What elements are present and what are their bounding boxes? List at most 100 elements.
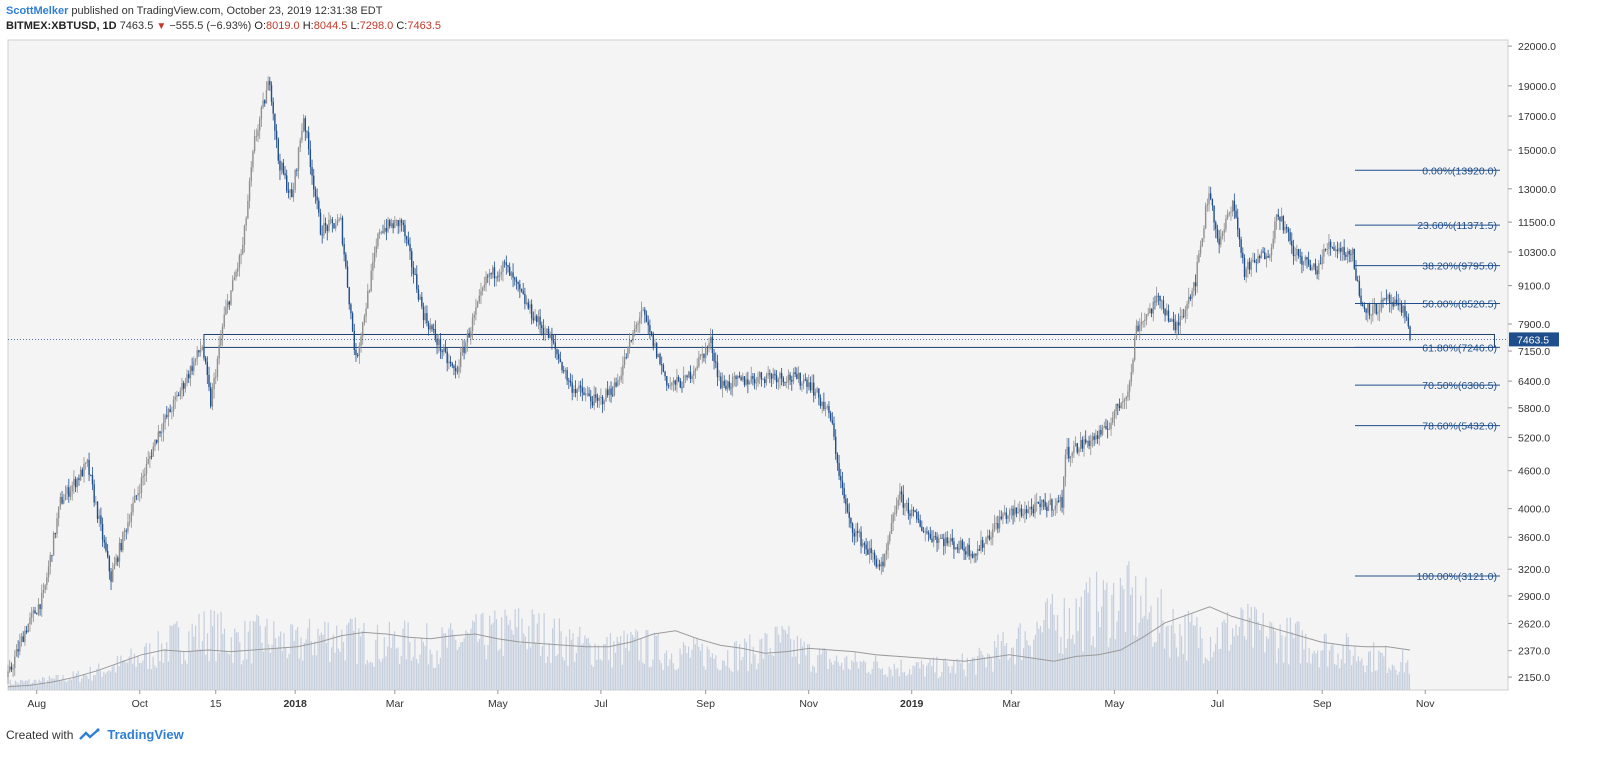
volume-bar (810, 671, 812, 690)
volume-bar (1002, 632, 1004, 690)
y-tick-label: 4600.0 (1518, 466, 1550, 478)
volume-bar (497, 650, 499, 690)
candle-body (193, 361, 195, 372)
candle-body (176, 395, 178, 397)
candle-body (1128, 381, 1131, 392)
volume-bar (832, 664, 834, 690)
candle-body (1237, 217, 1239, 230)
candle-body (519, 284, 521, 289)
candle-body (414, 273, 416, 275)
candle-body (41, 592, 43, 610)
candle-body (882, 561, 884, 567)
volume-bar (1407, 660, 1409, 690)
tradingview-brand[interactable]: TradingView (107, 727, 184, 742)
volume-bar (329, 661, 331, 690)
volume-bar (1111, 594, 1113, 690)
volume-bar (1104, 590, 1106, 690)
volume-bar (740, 660, 742, 690)
volume-bar (1033, 639, 1035, 690)
candle-body (730, 387, 732, 389)
volume-bar (337, 648, 339, 690)
candle-body (789, 374, 791, 381)
volume-bar (307, 628, 309, 690)
volume-bar (501, 617, 503, 690)
volume-bar (60, 680, 62, 690)
volume-bar (1364, 672, 1366, 690)
candle-body (569, 380, 572, 383)
volume-bar (822, 647, 824, 690)
volume-bar (103, 671, 105, 690)
candle-body (1101, 427, 1104, 435)
volume-bar (431, 654, 433, 690)
volume-bar (1109, 638, 1111, 690)
volume-bar (978, 647, 980, 690)
candle-body (1267, 255, 1269, 258)
candle-body (198, 350, 200, 353)
candle-body (1264, 252, 1266, 259)
candle-body (476, 301, 479, 308)
candle-body (1068, 446, 1070, 459)
candle-body (593, 394, 595, 406)
candle-body (1331, 246, 1334, 248)
volume-bar (1320, 650, 1322, 690)
candle-body (201, 347, 203, 350)
volume-bar (604, 644, 606, 690)
volume-bar (1381, 652, 1383, 690)
volume-bar (1153, 642, 1155, 690)
volume-bar (1323, 633, 1325, 690)
volume-bar (382, 658, 384, 690)
volume-bar (470, 628, 472, 690)
candle-body (1340, 248, 1342, 252)
volume-bar (427, 664, 430, 690)
candle-body (564, 370, 567, 372)
candle-body (1078, 448, 1080, 453)
volume-bar (1194, 625, 1196, 690)
volume-bar (647, 630, 649, 690)
price-axis[interactable]: 22000.019000.017000.015000.013000.011500… (1508, 41, 1559, 684)
candle-body (108, 556, 111, 572)
volume-bar (300, 637, 302, 690)
volume-bar (334, 652, 336, 690)
fib-level-label: 78.60%(5432.0) (1422, 421, 1497, 433)
candle-body (1309, 264, 1312, 271)
time-axis[interactable]: Aug Oct 15 2018 Mar May Jul Sep Nov 2019 Mar May Jul… (27, 690, 1435, 710)
x-tick-label: Mar (1002, 698, 1021, 710)
candle-body (218, 345, 220, 359)
candle-body (255, 136, 258, 137)
volume-bar (1140, 595, 1142, 690)
volume-bar (1005, 643, 1008, 690)
volume-bar (968, 663, 970, 690)
volume-bar (1315, 653, 1317, 690)
candle-body (88, 459, 90, 475)
candle-body (1133, 337, 1136, 360)
candle-body (353, 330, 355, 350)
candle-body (595, 394, 597, 398)
volume-bar (536, 623, 538, 690)
candle-body (350, 304, 352, 314)
volume-bar (167, 661, 169, 690)
volume-bar (169, 625, 171, 690)
candle-body (760, 372, 763, 380)
candle-body (245, 218, 247, 226)
volume-bar (295, 629, 297, 690)
volume-bar (96, 668, 98, 690)
volume-bar (1220, 648, 1222, 690)
candle-body (1182, 315, 1185, 317)
volume-bar (312, 655, 314, 690)
candle-body (1008, 510, 1011, 516)
candle-body (363, 316, 366, 323)
candle-body (745, 379, 747, 385)
candle-body (1085, 439, 1087, 443)
candle-body (505, 262, 508, 266)
volume-bar (1053, 614, 1055, 690)
candle-body (90, 474, 92, 476)
candle-body (44, 584, 46, 590)
candle-body (118, 542, 121, 562)
volume-bar (217, 613, 219, 690)
candle-body (796, 374, 798, 379)
volume-bar (8, 686, 10, 690)
candle-body (612, 394, 614, 396)
candle-body (1275, 214, 1278, 222)
author-link[interactable]: ScottMelker (6, 5, 69, 17)
